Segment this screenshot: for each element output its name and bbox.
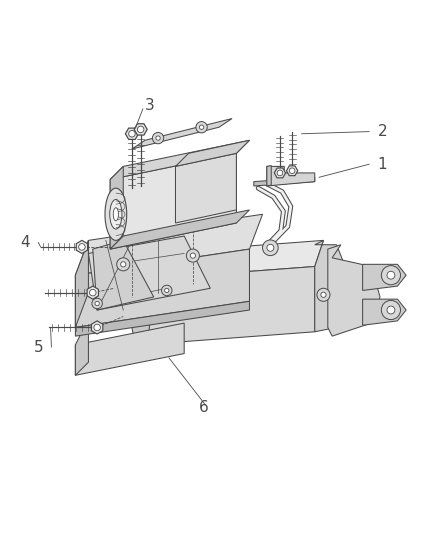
Text: 5: 5 <box>34 340 43 354</box>
Circle shape <box>289 168 295 174</box>
Circle shape <box>387 306 395 314</box>
Polygon shape <box>93 240 154 310</box>
Polygon shape <box>274 168 286 178</box>
Circle shape <box>381 301 400 320</box>
Circle shape <box>381 265 400 285</box>
Circle shape <box>162 285 172 296</box>
Polygon shape <box>87 286 99 299</box>
Circle shape <box>196 122 207 133</box>
Circle shape <box>95 301 99 305</box>
Circle shape <box>79 244 85 250</box>
Circle shape <box>156 136 160 140</box>
Circle shape <box>92 298 102 309</box>
Polygon shape <box>141 266 315 345</box>
Circle shape <box>190 253 195 258</box>
Circle shape <box>262 240 278 256</box>
Polygon shape <box>110 140 250 180</box>
Ellipse shape <box>110 199 122 229</box>
Polygon shape <box>75 323 184 375</box>
Circle shape <box>267 244 274 251</box>
Circle shape <box>317 288 330 301</box>
Polygon shape <box>75 249 250 327</box>
Circle shape <box>94 324 100 330</box>
Polygon shape <box>254 177 315 186</box>
Polygon shape <box>132 118 232 149</box>
Polygon shape <box>315 240 345 332</box>
Polygon shape <box>267 166 271 186</box>
Polygon shape <box>75 214 262 275</box>
Polygon shape <box>75 319 88 375</box>
Circle shape <box>199 125 204 130</box>
Circle shape <box>138 126 144 133</box>
Circle shape <box>321 292 326 297</box>
Polygon shape <box>76 240 88 254</box>
Circle shape <box>120 262 126 267</box>
Polygon shape <box>134 124 147 135</box>
Ellipse shape <box>131 278 150 346</box>
Polygon shape <box>110 166 123 249</box>
Ellipse shape <box>113 208 118 221</box>
Text: 1: 1 <box>378 157 387 172</box>
Polygon shape <box>363 264 406 290</box>
Circle shape <box>89 289 96 296</box>
Text: 3: 3 <box>145 98 154 113</box>
Circle shape <box>165 288 169 293</box>
Ellipse shape <box>105 188 127 240</box>
Polygon shape <box>110 210 250 249</box>
Polygon shape <box>75 301 250 336</box>
Circle shape <box>152 133 164 144</box>
Polygon shape <box>176 140 250 166</box>
Circle shape <box>186 249 199 262</box>
Polygon shape <box>286 166 298 176</box>
Polygon shape <box>141 240 323 279</box>
Polygon shape <box>75 240 88 327</box>
Polygon shape <box>176 154 237 223</box>
Text: 6: 6 <box>199 400 208 415</box>
Circle shape <box>129 131 135 137</box>
Text: 2: 2 <box>378 124 387 139</box>
Polygon shape <box>267 166 315 186</box>
Polygon shape <box>363 299 406 325</box>
Polygon shape <box>110 154 237 249</box>
Circle shape <box>277 170 283 176</box>
Polygon shape <box>125 128 138 140</box>
Polygon shape <box>92 321 103 334</box>
Circle shape <box>387 271 395 279</box>
Polygon shape <box>328 245 380 336</box>
Polygon shape <box>88 236 210 310</box>
Text: 4: 4 <box>21 235 30 250</box>
Circle shape <box>117 258 130 271</box>
